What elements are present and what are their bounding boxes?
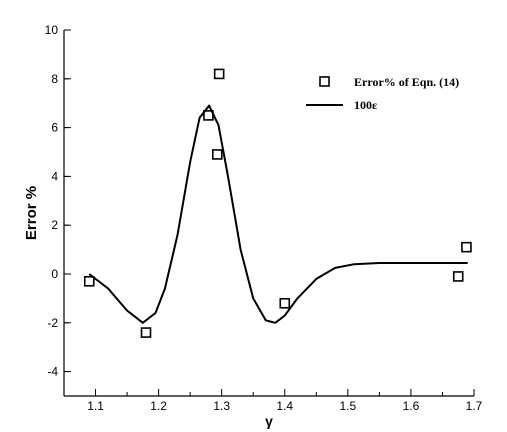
- y-tick-label: 6: [51, 121, 58, 135]
- axes: -4 -2 0 2 4 6 8 10 1.1 1.2 1.3 1.4 1.5 1.6 1.7 γ Error %: [23, 23, 483, 429]
- x-tick-label: 1.7: [466, 399, 483, 413]
- data-point-square: [140, 327, 152, 338]
- data-point-square: [213, 68, 225, 80]
- x-tick-label: 1.6: [403, 399, 420, 413]
- x-tick-label: 1.5: [340, 399, 357, 413]
- data-point-square: [279, 297, 291, 309]
- y-tick-label: -2: [47, 316, 58, 330]
- y-tick-label: 8: [51, 72, 58, 86]
- legend-label-error: Error% of Eqn. (14): [354, 75, 459, 89]
- y-axis-title: Error %: [23, 186, 40, 240]
- x-tick-label: 1.3: [213, 399, 230, 413]
- legend-square-marker: [319, 76, 330, 87]
- data-point-square: [203, 110, 214, 121]
- data-point-square: [461, 241, 472, 253]
- x-tick-label: 1.4: [276, 399, 293, 413]
- y-tick-label: 4: [51, 169, 58, 183]
- x-tick-label: 1.1: [87, 399, 104, 413]
- y-tick-label: 2: [51, 218, 58, 232]
- x-axis-title: γ: [265, 413, 273, 429]
- data-point-square: [211, 149, 223, 160]
- series-line-100e: [88, 104, 468, 324]
- data-point-square: [83, 276, 95, 287]
- plot-area: [83, 68, 472, 338]
- y-tick-label: -4: [47, 365, 58, 379]
- y-tick-label: 10: [45, 23, 59, 37]
- legend-label-100e: 100ε: [354, 98, 377, 112]
- data-point-square: [452, 271, 464, 282]
- y-tick-label: 0: [51, 267, 58, 281]
- legend: Error% of Eqn. (14) 100ε: [306, 75, 459, 112]
- x-tick-label: 1.2: [150, 399, 167, 413]
